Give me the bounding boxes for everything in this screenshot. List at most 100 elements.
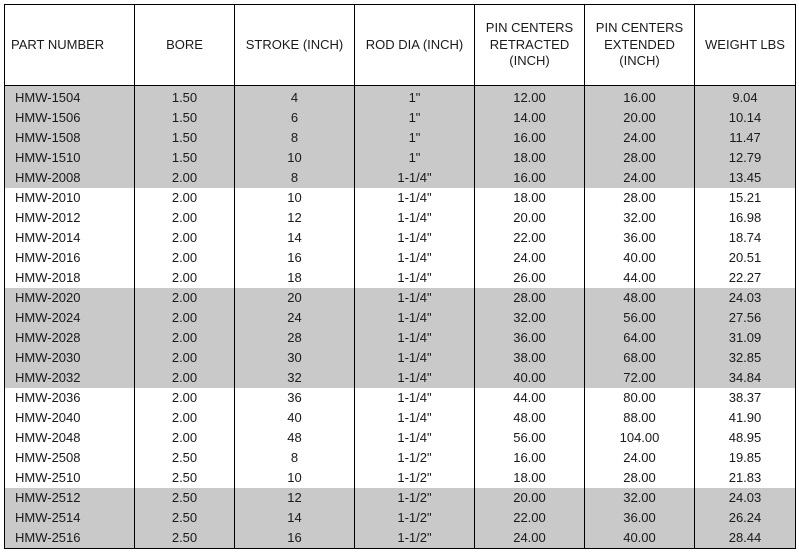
cell-ext: 28.00 — [585, 188, 695, 208]
cell-wt: 19.85 — [695, 448, 796, 468]
table-row: HMW-20202.00201-1/4"28.0048.0024.03 — [5, 288, 796, 308]
cell-ret: 24.00 — [475, 248, 585, 268]
cell-wt: 20.51 — [695, 248, 796, 268]
cell-ext: 88.00 — [585, 408, 695, 428]
table-row: HMW-25102.50101-1/2"18.0028.0021.83 — [5, 468, 796, 488]
cell-rod: 1-1/4" — [355, 288, 475, 308]
cell-rod: 1-1/2" — [355, 448, 475, 468]
cell-stroke: 40 — [235, 408, 355, 428]
cell-ret: 48.00 — [475, 408, 585, 428]
cell-ext: 48.00 — [585, 288, 695, 308]
cell-ext: 32.00 — [585, 488, 695, 508]
cell-part: HMW-2514 — [5, 508, 135, 528]
cell-part: HMW-1510 — [5, 148, 135, 168]
cell-part: HMW-1508 — [5, 128, 135, 148]
table-row: HMW-20122.00121-1/4"20.0032.0016.98 — [5, 208, 796, 228]
cell-bore: 2.00 — [135, 388, 235, 408]
cell-ret: 16.00 — [475, 168, 585, 188]
cell-ret: 22.00 — [475, 228, 585, 248]
table-row: HMW-15061.5061"14.0020.0010.14 — [5, 108, 796, 128]
cell-wt: 26.24 — [695, 508, 796, 528]
cell-stroke: 12 — [235, 488, 355, 508]
cell-rod: 1-1/2" — [355, 508, 475, 528]
cell-part: HMW-1506 — [5, 108, 135, 128]
cell-rod: 1-1/4" — [355, 408, 475, 428]
table-row: HMW-20242.00241-1/4"32.0056.0027.56 — [5, 308, 796, 328]
col-header-ext: PIN CENTERSEXTENDED(INCH) — [585, 5, 695, 86]
cell-wt: 12.79 — [695, 148, 796, 168]
table-row: HMW-20282.00281-1/4"36.0064.0031.09 — [5, 328, 796, 348]
cell-part: HMW-2018 — [5, 268, 135, 288]
cell-ret: 18.00 — [475, 468, 585, 488]
cell-rod: 1-1/2" — [355, 488, 475, 508]
cell-stroke: 18 — [235, 268, 355, 288]
spec-table: PART NUMBERBORESTROKE (INCH)ROD DIA (INC… — [4, 4, 796, 549]
table-row: HMW-25122.50121-1/2"20.0032.0024.03 — [5, 488, 796, 508]
cell-ret: 40.00 — [475, 368, 585, 388]
cell-bore: 2.00 — [135, 228, 235, 248]
cell-part: HMW-2516 — [5, 528, 135, 549]
table-row: HMW-15041.5041"12.0016.009.04 — [5, 86, 796, 109]
cell-ext: 28.00 — [585, 148, 695, 168]
table-row: HMW-20362.00361-1/4"44.0080.0038.37 — [5, 388, 796, 408]
cell-ret: 56.00 — [475, 428, 585, 448]
cell-part: HMW-2010 — [5, 188, 135, 208]
cell-rod: 1-1/4" — [355, 188, 475, 208]
cell-bore: 2.00 — [135, 268, 235, 288]
cell-rod: 1-1/4" — [355, 368, 475, 388]
cell-bore: 2.50 — [135, 468, 235, 488]
col-header-part: PART NUMBER — [5, 5, 135, 86]
cell-rod: 1-1/4" — [355, 328, 475, 348]
cell-wt: 32.85 — [695, 348, 796, 368]
cell-rod: 1-1/4" — [355, 168, 475, 188]
cell-bore: 2.50 — [135, 488, 235, 508]
cell-ext: 24.00 — [585, 168, 695, 188]
cell-wt: 16.98 — [695, 208, 796, 228]
cell-bore: 2.00 — [135, 428, 235, 448]
col-header-bore: BORE — [135, 5, 235, 86]
cell-rod: 1-1/4" — [355, 268, 475, 288]
cell-part: HMW-2036 — [5, 388, 135, 408]
cell-rod: 1" — [355, 148, 475, 168]
table-row: HMW-20322.00321-1/4"40.0072.0034.84 — [5, 368, 796, 388]
cell-wt: 11.47 — [695, 128, 796, 148]
table-row: HMW-20482.00481-1/4"56.00104.0048.95 — [5, 428, 796, 448]
cell-bore: 2.00 — [135, 348, 235, 368]
cell-bore: 2.50 — [135, 528, 235, 549]
table-row: HMW-15081.5081"16.0024.0011.47 — [5, 128, 796, 148]
cell-rod: 1" — [355, 128, 475, 148]
cell-part: HMW-2028 — [5, 328, 135, 348]
cell-ext: 40.00 — [585, 528, 695, 549]
cell-wt: 24.03 — [695, 288, 796, 308]
cell-stroke: 10 — [235, 468, 355, 488]
cell-ret: 20.00 — [475, 488, 585, 508]
cell-ext: 24.00 — [585, 448, 695, 468]
cell-wt: 34.84 — [695, 368, 796, 388]
cell-wt: 28.44 — [695, 528, 796, 549]
cell-part: HMW-2040 — [5, 408, 135, 428]
cell-part: HMW-2508 — [5, 448, 135, 468]
cell-rod: 1" — [355, 86, 475, 109]
cell-wt: 22.27 — [695, 268, 796, 288]
cell-stroke: 14 — [235, 508, 355, 528]
cell-part: HMW-2032 — [5, 368, 135, 388]
cell-part: HMW-2012 — [5, 208, 135, 228]
cell-ret: 22.00 — [475, 508, 585, 528]
cell-ext: 28.00 — [585, 468, 695, 488]
cell-bore: 2.00 — [135, 188, 235, 208]
cell-bore: 2.00 — [135, 308, 235, 328]
cell-wt: 10.14 — [695, 108, 796, 128]
cell-wt: 27.56 — [695, 308, 796, 328]
cell-bore: 1.50 — [135, 108, 235, 128]
cell-stroke: 8 — [235, 168, 355, 188]
cell-ext: 64.00 — [585, 328, 695, 348]
cell-wt: 48.95 — [695, 428, 796, 448]
cell-stroke: 8 — [235, 448, 355, 468]
cell-ext: 20.00 — [585, 108, 695, 128]
table-row: HMW-25142.50141-1/2"22.0036.0026.24 — [5, 508, 796, 528]
cell-rod: 1-1/4" — [355, 248, 475, 268]
cell-part: HMW-2030 — [5, 348, 135, 368]
table-row: HMW-20102.00101-1/4"18.0028.0015.21 — [5, 188, 796, 208]
cell-part: HMW-2020 — [5, 288, 135, 308]
table-row: HMW-20162.00161-1/4"24.0040.0020.51 — [5, 248, 796, 268]
